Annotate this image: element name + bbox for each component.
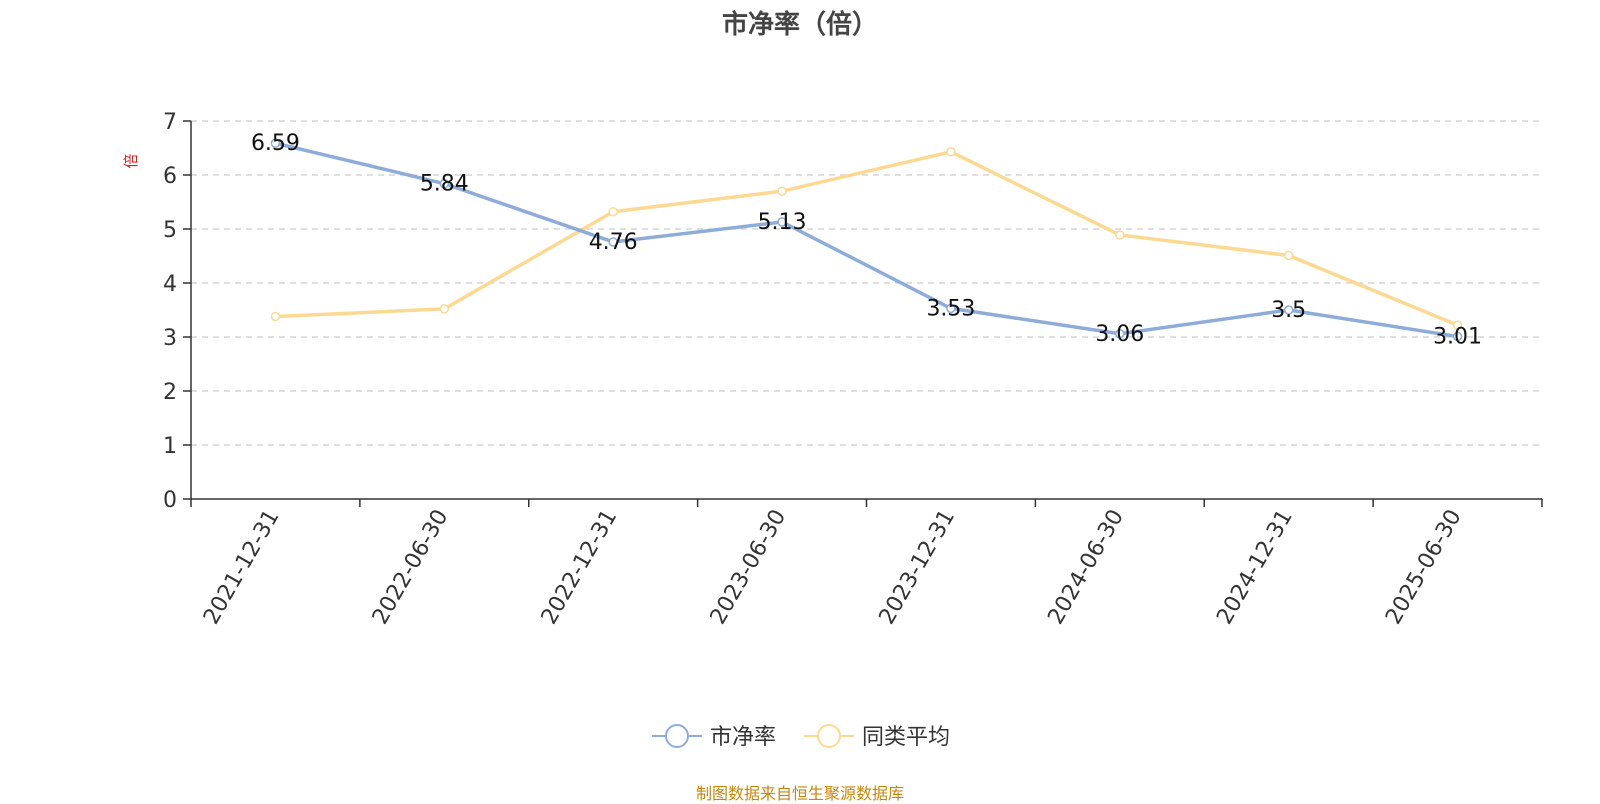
data-point	[439, 304, 450, 314]
data-point	[608, 237, 618, 247]
data-point	[777, 217, 787, 227]
data-point	[439, 178, 450, 189]
series-line	[275, 141, 1458, 339]
y-tick-label: 5	[163, 218, 177, 243]
legend-marker	[817, 724, 841, 748]
x-tick-label: 2025-06-30	[1381, 506, 1467, 629]
data-point	[608, 206, 618, 217]
x-tick-label: 2022-06-30	[368, 506, 454, 629]
data-label: 3.53	[926, 296, 975, 321]
data-point	[946, 303, 956, 314]
y-tick-label: 0	[163, 488, 177, 513]
data-label: 5.13	[758, 210, 807, 235]
data-point	[1452, 320, 1463, 330]
legend: 市净率 同类平均	[652, 724, 950, 750]
data-label: 3.06	[1095, 322, 1144, 347]
data-label: 4.76	[589, 230, 638, 255]
x-tick-label: 2021-12-31	[199, 506, 285, 629]
data-point	[1283, 305, 1294, 315]
legend-marker	[665, 724, 689, 748]
data-point	[270, 138, 281, 148]
data-point	[270, 311, 281, 322]
source-note: 制图数据来自恒生聚源数据库	[695, 784, 904, 803]
data-label: 3.01	[1433, 324, 1482, 349]
data-point	[1283, 250, 1294, 261]
data-point	[1115, 230, 1125, 240]
data-point	[1452, 331, 1463, 342]
y-tick-label: 4	[163, 272, 177, 297]
data-label: 3.5	[1271, 298, 1306, 323]
data-label: 6.59	[251, 131, 300, 156]
data-label: 5.84	[420, 172, 469, 197]
x-tick-label: 2022-12-31	[537, 506, 623, 629]
data-point	[1115, 329, 1125, 339]
y-tick-label: 2	[163, 380, 177, 405]
y-tick-label: 3	[163, 326, 177, 351]
data-point	[946, 147, 956, 157]
x-tick-label: 2023-12-31	[875, 506, 961, 629]
chart-title: 市净率（倍）	[721, 10, 878, 40]
y-tick-label: 7	[163, 110, 177, 135]
x-tick-label: 2024-06-30	[1043, 506, 1129, 629]
legend-label: 市净率	[710, 725, 776, 750]
y-tick-label: 6	[163, 164, 177, 189]
y-tick-label: 1	[163, 434, 177, 459]
legend-label: 同类平均	[862, 725, 950, 750]
x-tick-label: 2023-06-30	[706, 506, 792, 629]
data-point	[777, 186, 787, 196]
x-tick-label: 2024-12-31	[1212, 506, 1298, 629]
series-line	[275, 150, 1459, 327]
series-lines	[270, 138, 1463, 342]
y-axis-label: 倍	[122, 153, 140, 168]
data-labels: 6.59 5.84 4.76 5.13 3.53 3.06 3.5 3.01	[251, 131, 1482, 349]
grid-lines	[191, 120, 1542, 446]
axes: 0 1 2 3 4 5 6 7 倍 2021-12-31 2022-06-30 2022-12-31 2…	[122, 110, 1543, 629]
